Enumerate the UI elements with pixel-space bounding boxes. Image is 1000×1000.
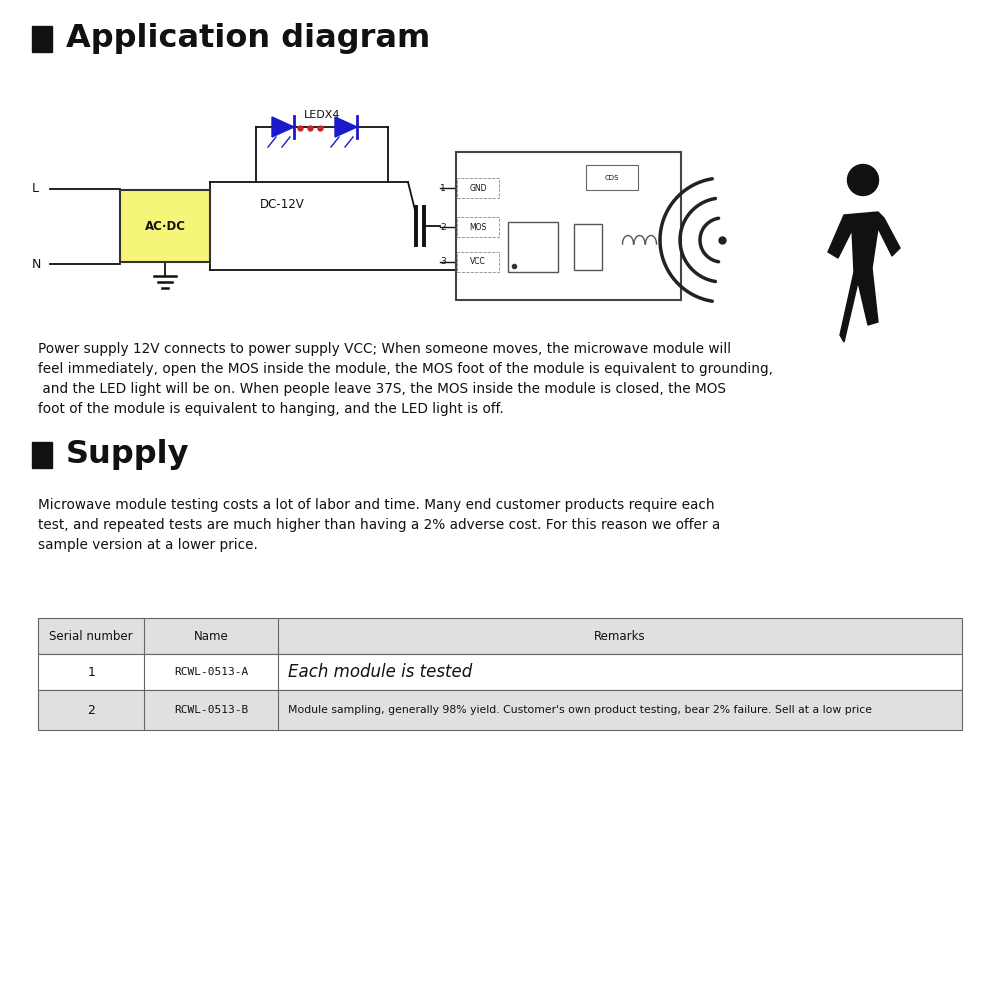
Text: VCC: VCC — [470, 257, 486, 266]
Text: Module sampling, generally 98% yield. Customer's own product testing, bear 2% fa: Module sampling, generally 98% yield. Cu… — [288, 705, 872, 715]
Bar — [38, 618, 962, 654]
Bar — [574, 224, 602, 270]
Text: L: L — [32, 182, 39, 196]
Text: 1: 1 — [440, 184, 446, 193]
Circle shape — [848, 164, 879, 196]
Text: AC·DC: AC·DC — [144, 220, 186, 232]
Bar — [456, 152, 681, 300]
Text: CDS: CDS — [605, 174, 619, 180]
Polygon shape — [272, 117, 294, 137]
Text: DC-12V: DC-12V — [260, 198, 305, 211]
Bar — [38, 690, 962, 730]
Bar — [457, 178, 499, 198]
Text: Supply: Supply — [66, 440, 190, 471]
Text: MOS: MOS — [469, 223, 487, 232]
Text: RCWL-0513-B: RCWL-0513-B — [174, 705, 248, 715]
Bar — [120, 190, 210, 262]
Text: Remarks: Remarks — [594, 630, 646, 643]
Text: LEDX4: LEDX4 — [304, 110, 340, 120]
Bar — [586, 165, 638, 190]
Bar — [457, 217, 499, 237]
Polygon shape — [335, 117, 357, 137]
Text: 2: 2 — [440, 223, 446, 232]
Bar — [32, 26, 52, 52]
Text: N: N — [32, 257, 41, 270]
Text: Name: Name — [194, 630, 229, 643]
Text: RCWL-0513-A: RCWL-0513-A — [174, 667, 248, 677]
Bar — [457, 252, 499, 272]
Bar — [32, 442, 52, 468]
Text: 2: 2 — [87, 704, 95, 716]
Text: Application diagram: Application diagram — [66, 23, 430, 54]
Text: 1: 1 — [87, 666, 95, 678]
Bar — [508, 222, 558, 272]
Text: Microwave module testing costs a lot of labor and time. Many end customer produc: Microwave module testing costs a lot of … — [38, 498, 720, 552]
Text: Power supply 12V connects to power supply VCC; When someone moves, the microwave: Power supply 12V connects to power suppl… — [38, 342, 773, 416]
Text: GND: GND — [469, 184, 487, 193]
Text: Each module is tested: Each module is tested — [288, 663, 472, 681]
Text: Serial number: Serial number — [49, 630, 133, 643]
Text: 3: 3 — [440, 257, 446, 266]
Bar — [38, 654, 962, 690]
Polygon shape — [828, 212, 900, 342]
